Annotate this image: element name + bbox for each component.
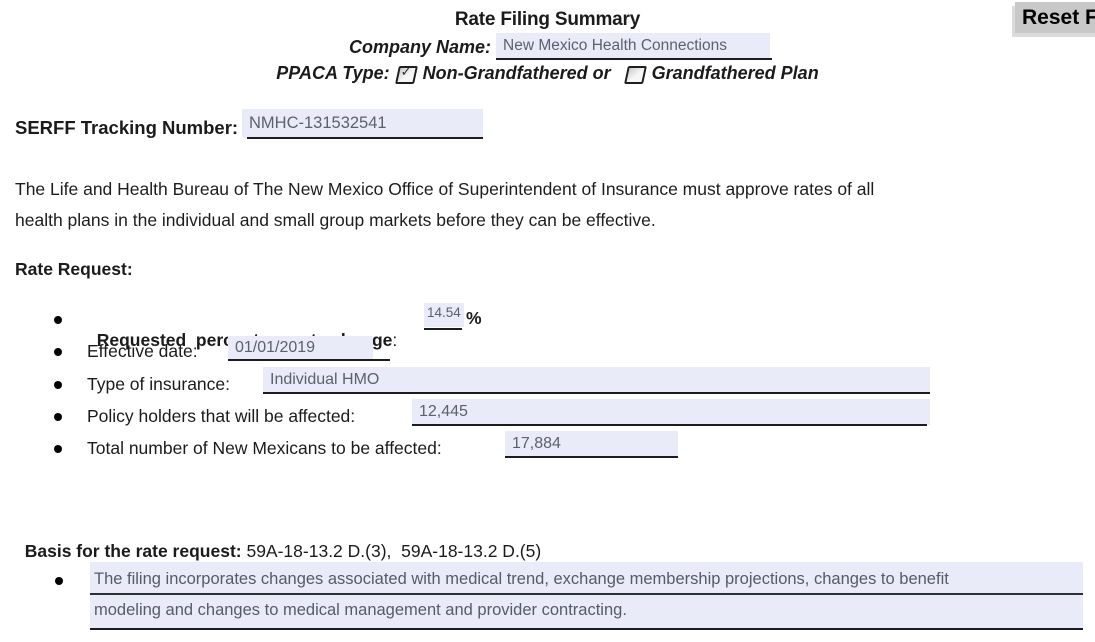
ppaca-type-row: PPACA Type: ✓ Non-Grandfathered or Grand…	[0, 63, 1095, 84]
effective-date-underline	[228, 359, 390, 361]
basis-label: Basis for the rate request:	[24, 541, 247, 561]
basis-detail-field[interactable]: The filing incorporates changes associat…	[90, 562, 1083, 630]
rate-change-separator: :	[392, 330, 403, 350]
serff-tracking-field[interactable]: NMHC-131532541	[242, 109, 483, 138]
insurance-type-label: Type of insurance:	[87, 374, 230, 394]
total-affected-underline	[505, 456, 678, 458]
serff-tracking-label: SERFF Tracking Number:	[15, 117, 239, 138]
grandfathered-label: Grandfathered Plan	[651, 63, 819, 83]
basis-value: 59A-18-13.2 D.(3), 59A-18-13.2 D.(5)	[246, 541, 542, 561]
basis-detail-line1: The filing incorporates changes associat…	[94, 570, 949, 588]
company-name-field[interactable]: New Mexico Health Connections	[496, 33, 770, 59]
grandfathered-checkbox-icon[interactable]	[623, 65, 647, 84]
rate-request-heading: Rate Request:	[15, 259, 133, 279]
percent-sign: %	[466, 308, 482, 328]
insurance-type-underline	[263, 392, 930, 394]
checkmark-icon: ✓	[400, 63, 412, 79]
bullet-icon	[54, 381, 62, 389]
bullet-icon	[54, 413, 62, 421]
policy-holders-field[interactable]: 12,445	[412, 399, 930, 425]
total-affected-field[interactable]: 17,884	[505, 431, 678, 457]
intro-paragraph-line1: The Life and Health Bureau of The New Me…	[15, 179, 875, 199]
total-affected-label: Total number of New Mexicans to be affec…	[87, 438, 442, 458]
intro-paragraph: The Life and Health Bureau of The New Me…	[15, 174, 1035, 236]
page-title: Rate Filing Summary	[454, 9, 641, 30]
bullet-icon	[55, 577, 63, 585]
basis-line: Basis for the rate request: 59A-18-13.2 …	[15, 520, 541, 562]
reset-form-button[interactable]: Reset Form	[1015, 2, 1095, 33]
insurance-type-field[interactable]: Individual HMO	[263, 367, 930, 393]
effective-date-field[interactable]: 01/01/2019	[228, 336, 373, 360]
policy-holders-label: Policy holders that will be affected:	[87, 406, 356, 426]
intro-paragraph-line2: health plans in the individual and small…	[15, 210, 656, 230]
ppaca-type-label: PPACA Type:	[276, 63, 390, 83]
bullet-icon	[54, 316, 62, 324]
rate-change-field[interactable]: 14.54	[424, 303, 464, 327]
basis-detail-divider	[90, 593, 1083, 595]
company-name-underline	[496, 58, 772, 60]
non-grandfathered-label: Non-Grandfathered or	[422, 63, 611, 83]
effective-date-label: Effective date:	[87, 341, 198, 361]
non-grandfathered-checkbox-checked-icon[interactable]: ✓	[394, 63, 418, 84]
basis-detail-line2: modeling and changes to medical manageme…	[94, 601, 627, 619]
rate-change-underline	[424, 328, 462, 330]
bullet-icon	[54, 348, 62, 356]
policy-holders-underline	[412, 424, 927, 426]
company-name-label: Company Name:	[348, 37, 491, 57]
bullet-icon	[54, 445, 62, 453]
serff-underline	[247, 137, 483, 139]
